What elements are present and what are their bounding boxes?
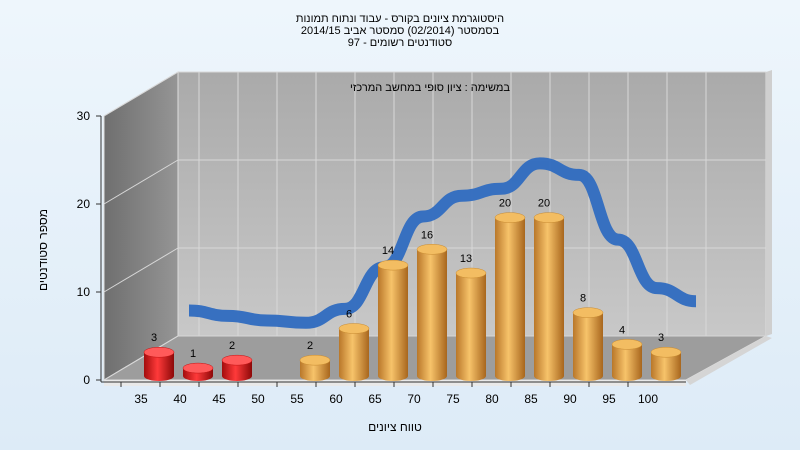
right-top-edge	[766, 70, 772, 336]
bar-top	[182, 362, 214, 374]
bar	[611, 339, 643, 381]
bar	[494, 212, 526, 381]
x-tick-label: 70	[407, 392, 421, 406]
bar-top	[377, 259, 409, 271]
y-tick-label: 0	[83, 373, 90, 387]
gridline-side	[103, 247, 179, 293]
bar-top	[533, 212, 565, 223]
gridlines	[103, 71, 766, 381]
bar-body	[378, 265, 408, 381]
x-tick-label: 35	[134, 392, 148, 406]
distribution-curve	[188, 157, 697, 329]
bar-top	[338, 323, 370, 334]
y-tick-label: 30	[77, 109, 91, 123]
y-tick-label: 20	[77, 197, 91, 211]
data-label: 3	[658, 332, 664, 344]
bar-body	[573, 312, 603, 381]
bar-top	[221, 354, 253, 366]
y-tick-label: 10	[77, 285, 91, 299]
bar-top	[299, 354, 331, 366]
bar	[143, 346, 175, 381]
data-label: 6	[346, 308, 352, 320]
x-tick-label: 45	[212, 392, 226, 406]
bar	[533, 212, 565, 381]
data-label: 4	[619, 324, 625, 336]
data-label: 2	[229, 340, 235, 352]
bar-top	[611, 339, 643, 350]
data-label: 8	[580, 293, 586, 305]
bar-body	[417, 249, 447, 381]
x-tick-label: 85	[524, 392, 538, 406]
gridline-side	[103, 71, 179, 117]
bar-top	[494, 212, 526, 223]
bar-body	[495, 217, 525, 381]
x-tick-label: 40	[173, 392, 187, 406]
bar-top	[455, 267, 487, 279]
bar-body	[144, 352, 174, 381]
bar	[221, 354, 253, 381]
x-tick-label: 90	[563, 392, 577, 406]
y-ticks: 0 10 20 30	[77, 109, 101, 387]
bar-top	[572, 307, 604, 318]
data-label: 3	[151, 332, 157, 344]
data-label: 13	[460, 253, 472, 265]
data-label: 16	[421, 229, 433, 241]
bar	[416, 244, 448, 381]
chart-title-line-3: סטודנטים רשומים - 97	[347, 37, 453, 49]
bar-body	[222, 360, 252, 381]
x-tick-label: 65	[368, 392, 382, 406]
bar-body	[534, 217, 564, 381]
data-label: 14	[382, 245, 394, 257]
x-tick-label: 50	[251, 392, 265, 406]
curve-ribbon	[188, 157, 697, 329]
gridline-side	[103, 335, 179, 381]
x-tick-label: 55	[290, 392, 304, 406]
bar	[572, 307, 604, 381]
data-label: 20	[538, 198, 550, 210]
bar	[377, 259, 409, 381]
bars-layer	[143, 212, 682, 381]
x-tick-label: 80	[485, 392, 499, 406]
floor-right-edge	[686, 336, 772, 385]
bar-top	[416, 244, 448, 255]
bar-body	[651, 352, 681, 381]
bar-body	[612, 344, 642, 381]
data-label: 1	[190, 348, 196, 360]
x-tick-label: 60	[329, 392, 343, 406]
bar	[338, 323, 370, 381]
bar-body	[456, 273, 486, 381]
x-tick-label: 95	[602, 392, 616, 406]
bar-top	[143, 346, 175, 358]
chart-subtitle: במשימה : ציון סופי במחשב המרכזי	[350, 82, 510, 94]
bar	[182, 362, 214, 381]
bar-body	[339, 328, 369, 381]
gridline-side	[103, 159, 179, 205]
side-wall	[103, 71, 179, 381]
x-tick-label: 75	[446, 392, 460, 406]
bar-top	[650, 346, 682, 358]
x-ticks: 35 40 45 50 55 60 65 70 75 80 85 90 95 100	[120, 382, 658, 406]
bar-body	[300, 360, 330, 381]
x-tick-label: 100	[638, 392, 658, 406]
data-label: 20	[499, 198, 511, 210]
bar	[650, 346, 682, 381]
bar	[455, 267, 487, 381]
chart-title-line-2: בסמסטר (02/2014) סמסטר אביב 2014/15	[300, 25, 500, 37]
y-axis-label: מספר סטודנטים	[36, 209, 50, 291]
bar	[299, 354, 331, 381]
data-label: 2	[307, 340, 313, 352]
x-axis-label: טווח ציונים	[368, 420, 422, 434]
chart-title-line-1: היסטוגרמת ציונים בקורס - עבוד ונתוח תמונ…	[295, 13, 505, 25]
data-labels-layer: 3 1 2 2 6 14 16 13 20 20 8 4 3	[151, 198, 664, 360]
